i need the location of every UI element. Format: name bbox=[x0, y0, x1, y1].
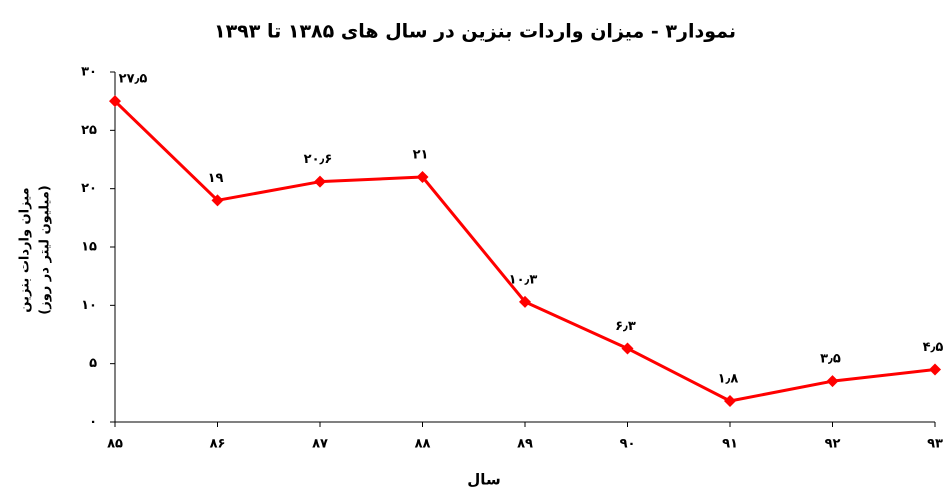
data-label: ۲۰٫۶ bbox=[304, 152, 333, 167]
y-axis-title: میزان واردات بنزین bbox=[18, 187, 33, 312]
y-tick-label: ۲۵ bbox=[81, 123, 97, 138]
data-label: ۱۰٫۳ bbox=[509, 272, 538, 287]
x-tick-label: ۹۲ bbox=[825, 437, 841, 452]
line bbox=[113, 100, 936, 403]
x-tick-label: ۸۷ bbox=[312, 437, 328, 452]
marker bbox=[621, 342, 634, 355]
chart-title: نمودار۳ - میزان واردات بنزین در سال های … bbox=[214, 21, 736, 43]
data-label: ۲۱ bbox=[413, 148, 429, 163]
data-label: ۱۹ bbox=[208, 171, 224, 186]
x-tick-label: ۸۵ bbox=[107, 437, 123, 452]
x-tick-label: ۹۱ bbox=[722, 437, 738, 452]
y-tick-label: ۱۵ bbox=[81, 240, 97, 255]
marker bbox=[211, 194, 224, 207]
marker bbox=[109, 95, 121, 108]
x-tick-label: ۸۶ bbox=[210, 437, 226, 452]
data-label: ۲۷٫۵ bbox=[119, 72, 148, 87]
y-tick-label: ۲۰ bbox=[81, 181, 97, 196]
y-tick-label: ۰ bbox=[89, 415, 97, 430]
marker bbox=[519, 295, 531, 308]
x-tick-label: ۹۳ bbox=[927, 437, 943, 452]
marker bbox=[929, 363, 941, 376]
y-tick-label: ۳۰ bbox=[81, 65, 97, 80]
y-axis-title: (میلیون لیتر در روز) bbox=[38, 185, 53, 314]
marker bbox=[724, 395, 736, 407]
y-tick-label: ۵ bbox=[89, 356, 97, 371]
data-label: ۳٫۵ bbox=[820, 352, 841, 367]
x-tick-label: ۸۹ bbox=[517, 437, 533, 452]
x-tick-label: ۸۸ bbox=[415, 437, 431, 452]
x-tick-label: ۹۰ bbox=[620, 437, 636, 452]
data-label: ۴٫۵ bbox=[923, 340, 944, 355]
data-label: ۱٫۸ bbox=[718, 372, 739, 387]
x-axis-title: سال bbox=[467, 471, 500, 489]
y-tick-label: ۱۰ bbox=[81, 298, 97, 313]
marker bbox=[314, 175, 326, 188]
marker bbox=[416, 171, 429, 183]
marker bbox=[826, 375, 839, 388]
data-label: ۶٫۳ bbox=[615, 319, 636, 334]
